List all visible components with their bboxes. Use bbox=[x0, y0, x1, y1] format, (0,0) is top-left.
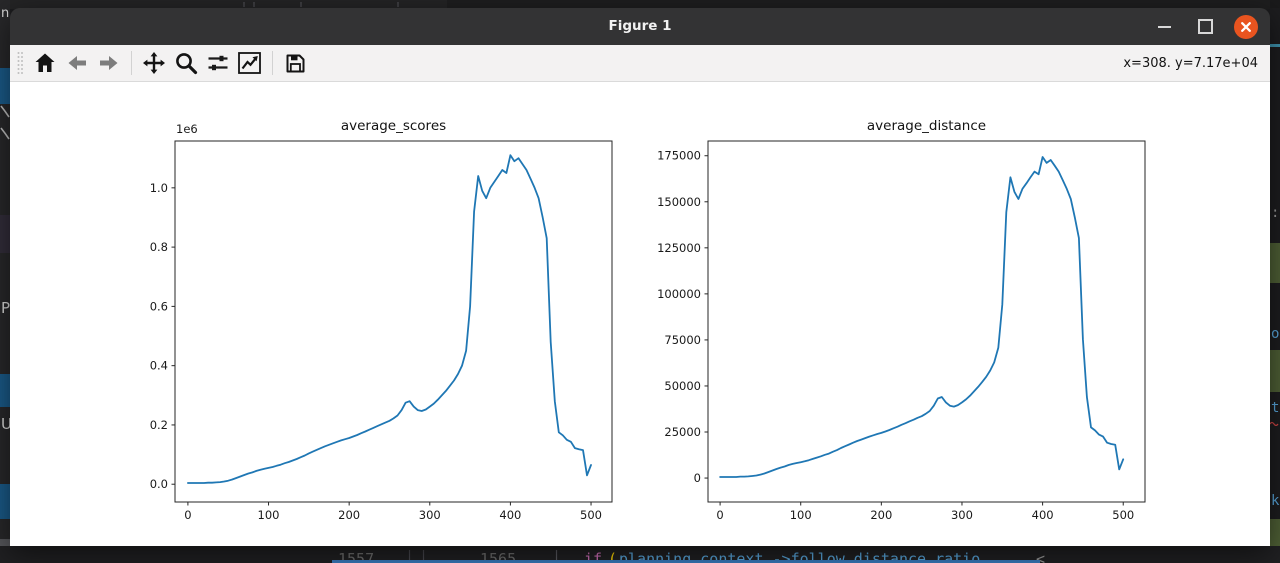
edge-letter: o bbox=[1271, 326, 1280, 342]
svg-text:200: 200 bbox=[338, 508, 360, 522]
svg-text:0.4: 0.4 bbox=[150, 359, 168, 373]
activity-badge bbox=[0, 68, 10, 104]
svg-text:300: 300 bbox=[419, 508, 441, 522]
error-squiggle bbox=[1270, 421, 1279, 426]
svg-text:200: 200 bbox=[870, 508, 892, 522]
toolbar-separator bbox=[272, 51, 273, 75]
line-number-new: 1565 bbox=[480, 550, 517, 563]
activity-badge bbox=[0, 374, 10, 407]
configure-subplots-button[interactable] bbox=[203, 48, 233, 78]
forward-arrow-icon bbox=[100, 56, 118, 70]
maximize-button[interactable] bbox=[1193, 15, 1217, 39]
figure-window: Figure 1 bbox=[10, 8, 1270, 546]
gutter-bars: ││ bbox=[405, 550, 434, 563]
cursor-readout: x=308. y=7.17e+04 bbox=[1123, 55, 1258, 71]
editor-right-edge-fragment: : o t k bbox=[1270, 0, 1280, 563]
svg-text:0.0: 0.0 bbox=[150, 477, 168, 491]
svg-text:0: 0 bbox=[184, 508, 191, 522]
svg-text:150000: 150000 bbox=[657, 195, 701, 209]
svg-text:0: 0 bbox=[694, 471, 701, 485]
line-number-old: 1557 bbox=[338, 550, 375, 563]
minimap-highlight bbox=[1270, 350, 1280, 392]
svg-text:0.6: 0.6 bbox=[150, 299, 168, 313]
strip-top bbox=[1270, 0, 1280, 8]
minimize-button[interactable] bbox=[1152, 15, 1176, 39]
svg-text:75000: 75000 bbox=[664, 333, 701, 347]
save-button[interactable] bbox=[280, 48, 310, 78]
tab-separator bbox=[397, 2, 399, 7]
svg-text:125000: 125000 bbox=[657, 241, 701, 255]
editor-tabbar-fragment bbox=[0, 0, 1280, 9]
tab-separator bbox=[253, 2, 255, 7]
back-arrow-icon bbox=[68, 56, 86, 70]
forward-button[interactable] bbox=[94, 48, 124, 78]
home-icon bbox=[35, 53, 55, 72]
edge-letter: U bbox=[1, 415, 10, 433]
figure-canvas-area: 0 100 200 300 400 500 0.0 0.2 0.4 0.6 0.8 1.0 1e6 ave… bbox=[10, 82, 1270, 546]
home-button[interactable] bbox=[30, 48, 60, 78]
svg-text:average_scores: average_scores bbox=[341, 118, 446, 134]
pan-move-icon bbox=[143, 52, 165, 74]
svg-text:100: 100 bbox=[790, 508, 812, 522]
edge-letter: n bbox=[1, 6, 10, 21]
window-title: Figure 1 bbox=[608, 18, 672, 34]
code-operator: < bbox=[1036, 550, 1046, 563]
editor-left-edge-fragment: n P U bbox=[0, 0, 10, 563]
teal-accent-line bbox=[1270, 44, 1280, 47]
close-button[interactable] bbox=[1234, 14, 1258, 39]
figure-toolbar: x=308. y=7.17e+04 bbox=[10, 45, 1270, 82]
svg-text:0.8: 0.8 bbox=[150, 240, 168, 254]
svg-text:50000: 50000 bbox=[664, 379, 701, 393]
edit-axis-button[interactable] bbox=[235, 48, 265, 78]
maximize-icon bbox=[1197, 19, 1213, 34]
tab-separator bbox=[300, 2, 302, 7]
activity-badge bbox=[0, 484, 10, 519]
tab-separator bbox=[243, 2, 245, 7]
svg-text:500: 500 bbox=[1112, 508, 1134, 522]
code-keyword: if bbox=[584, 550, 603, 563]
chevron-marks bbox=[0, 105, 10, 140]
selection-highlight bbox=[332, 560, 1040, 563]
window-titlebar[interactable]: Figure 1 bbox=[10, 8, 1270, 45]
sliders-icon bbox=[208, 55, 228, 71]
toolbar-separator bbox=[131, 51, 132, 75]
line-chart-icon bbox=[238, 52, 261, 74]
editor-code-line-fragment[interactable]: 1557 ││ 1565 │ if ( planning_context_->f… bbox=[0, 546, 1280, 563]
magnifier-icon bbox=[176, 53, 198, 75]
svg-text:400: 400 bbox=[1032, 508, 1054, 522]
svg-text:300: 300 bbox=[951, 508, 973, 522]
zoom-rect-button[interactable] bbox=[171, 48, 201, 78]
svg-text:175000: 175000 bbox=[657, 149, 701, 163]
svg-text:1.0: 1.0 bbox=[150, 181, 168, 195]
sidebar-block bbox=[0, 215, 10, 253]
pan-button[interactable] bbox=[139, 48, 169, 78]
svg-text:0: 0 bbox=[716, 508, 723, 522]
floppy-save-icon bbox=[286, 54, 305, 73]
gutter-separator: │ bbox=[552, 550, 562, 563]
close-icon bbox=[1241, 21, 1251, 32]
code-expression: planning_context_->follow_distance_ratio… bbox=[619, 550, 990, 563]
edge-letter: P bbox=[1, 299, 10, 317]
code-paren: ( bbox=[608, 550, 618, 563]
minimap-highlight bbox=[1270, 519, 1280, 546]
toolbar-grip-handle[interactable] bbox=[16, 49, 24, 77]
svg-text:400: 400 bbox=[499, 508, 521, 522]
svg-text:25000: 25000 bbox=[664, 425, 701, 439]
svg-text:0.2: 0.2 bbox=[150, 418, 168, 432]
svg-text:500: 500 bbox=[580, 508, 602, 522]
edge-letter: : bbox=[1271, 205, 1280, 221]
back-button[interactable] bbox=[62, 48, 92, 78]
svg-text:average_distance: average_distance bbox=[867, 118, 986, 134]
svg-text:100: 100 bbox=[258, 508, 280, 522]
minimize-icon bbox=[1157, 25, 1171, 28]
minimap-highlight bbox=[1270, 243, 1280, 283]
window-controls bbox=[1152, 8, 1258, 45]
figure-canvas[interactable]: 0 100 200 300 400 500 0.0 0.2 0.4 0.6 0.8 1.0 1e6 ave… bbox=[10, 82, 1270, 546]
edge-letter: t bbox=[1271, 400, 1280, 416]
edge-letter: k bbox=[1271, 493, 1280, 509]
svg-text:100000: 100000 bbox=[657, 287, 701, 301]
svg-text:1e6: 1e6 bbox=[176, 122, 198, 136]
